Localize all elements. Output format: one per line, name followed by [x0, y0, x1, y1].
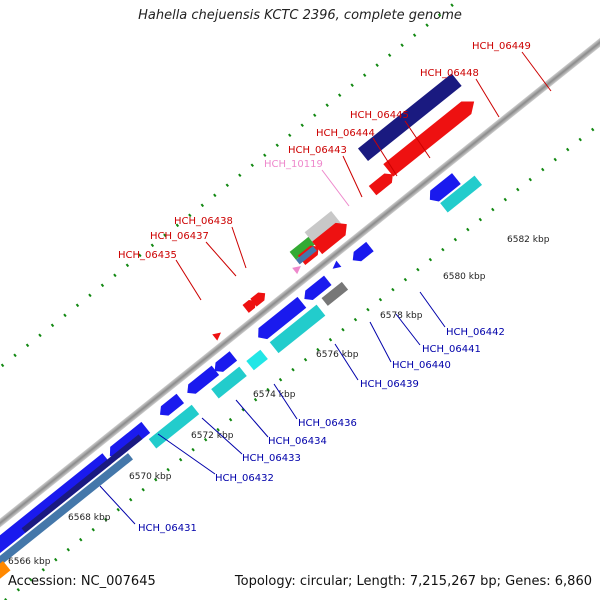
- leader-line: [201, 417, 243, 455]
- gene-arrow-HCH_06445[interactable]: [304, 210, 342, 245]
- forward-gene-labels: HCH_06449 HCH_06448 HCH_06445 HCH_06444 …: [118, 41, 552, 301]
- gene-arrow-HCH_06444[interactable]: [312, 218, 352, 255]
- gene-arrow-cyan-r[interactable]: [440, 175, 483, 213]
- leader-line: [157, 433, 216, 475]
- scale-label: 6570 kbp: [129, 472, 172, 482]
- scale-label: 6568 kbp: [68, 513, 111, 523]
- gene-label-HCH_06435[interactable]: HCH_06435: [118, 250, 177, 261]
- forward-genes-outer: [289, 73, 462, 260]
- gene-arrow-HCH_06434[interactable]: [184, 365, 220, 398]
- forward-genes-inner: [212, 95, 479, 341]
- leader-line: [404, 120, 431, 159]
- gene-arrow-green[interactable]: [289, 236, 315, 260]
- leader-line: [521, 51, 552, 92]
- leader-line: [235, 399, 269, 438]
- gene-label-HCH_06432[interactable]: HCH_06432: [215, 473, 274, 484]
- gene-label-HCH_06437[interactable]: HCH_06437: [150, 231, 209, 242]
- gene-label-HCH_06448[interactable]: HCH_06448: [420, 68, 479, 79]
- gene-label-HCH_06444[interactable]: HCH_06444: [316, 128, 375, 139]
- gene-arrow-orange[interactable]: [0, 561, 11, 583]
- scale-label: 6582 kbp: [507, 235, 550, 245]
- gene-arrow-HCH_06431[interactable]: [0, 453, 134, 579]
- gene-label-HCH_06441[interactable]: HCH_06441: [422, 344, 481, 355]
- reverse-genes-inner: [0, 173, 461, 575]
- gene-label-HCH_06434[interactable]: HCH_06434: [268, 436, 327, 447]
- gene-arrow-HCH_06436[interactable]: [156, 393, 185, 420]
- gene-arrow-HCH_06437[interactable]: [242, 297, 259, 313]
- gene-label-HCH_06442[interactable]: HCH_06442: [446, 327, 505, 338]
- scale-label: 6574 kbp: [253, 390, 296, 400]
- reverse-gene-labels: HCH_06442 HCH_06441 HCH_06440 HCH_06439 …: [99, 291, 505, 534]
- gene-label-HCH_10119[interactable]: HCH_10119: [264, 159, 323, 170]
- gene-label-HCH_06438[interactable]: HCH_06438: [174, 216, 233, 227]
- scale-label: 6580 kbp: [443, 272, 486, 282]
- accession-text: Accession: NC_007645: [8, 574, 156, 589]
- gene-label-HCH_06439[interactable]: HCH_06439: [360, 379, 419, 390]
- leader-line: [273, 383, 298, 420]
- gene-arrow-cyan-c[interactable]: [246, 349, 268, 371]
- leader-line: [205, 241, 237, 277]
- gene-arrow-HCH_10119[interactable]: [292, 263, 303, 275]
- gene-arrow-blue-1[interactable]: [0, 453, 112, 575]
- leader-line: [419, 291, 446, 328]
- gene-arrow-HCH_06439[interactable]: [254, 296, 307, 343]
- gene-arrow-HCH_06449[interactable]: [357, 73, 462, 161]
- gene-label-HCH_06440[interactable]: HCH_06440: [392, 360, 451, 371]
- leader-line: [372, 137, 398, 177]
- gene-arrow-HCH_06442[interactable]: [349, 241, 374, 265]
- gene-arrow-HCH_06432[interactable]: [148, 404, 200, 449]
- leader-line: [321, 169, 350, 207]
- scale-labels: 6566 kbp 6568 kbp 6570 kbp 6572 kbp 6574…: [8, 235, 550, 567]
- gene-label-HCH_06431[interactable]: HCH_06431: [138, 523, 197, 534]
- gene-arrow-blue-r[interactable]: [425, 173, 461, 205]
- gene-arrow-HCH_06433[interactable]: [211, 351, 238, 375]
- scale-label: 6576 kbp: [316, 350, 359, 360]
- leader-line: [99, 485, 136, 525]
- gene-label-HCH_06433[interactable]: HCH_06433: [242, 453, 301, 464]
- scale-label: 6572 kbp: [191, 431, 234, 441]
- leader-line: [342, 155, 363, 198]
- leader-line: [175, 259, 202, 301]
- gene-arrow-HCH_06440[interactable]: [301, 275, 332, 304]
- genome-backbone: [0, 0, 600, 574]
- leader-line: [395, 313, 421, 346]
- gene-label-HCH_06436[interactable]: HCH_06436: [298, 418, 357, 429]
- gene-arrow-steel[interactable]: [295, 245, 317, 265]
- gene-arrow-gray-r[interactable]: [321, 281, 349, 306]
- gene-arrow-cyan-b[interactable]: [211, 366, 247, 399]
- leader-line: [475, 78, 500, 118]
- scale-label: 6578 kbp: [380, 311, 423, 321]
- gene-arrow-blue-2[interactable]: [106, 421, 151, 462]
- scale-label: 6566 kbp: [8, 557, 51, 567]
- gene-arrow-HCH_06435[interactable]: [212, 329, 223, 341]
- gene-label-HCH_06445[interactable]: HCH_06445: [350, 110, 409, 121]
- leader-line: [231, 226, 247, 269]
- gene-arrow-HCH_06448[interactable]: [383, 95, 479, 177]
- leader-line: [369, 321, 392, 363]
- gene-arrow-navy-rev[interactable]: [21, 434, 143, 533]
- reverse-genes-outer: [0, 175, 483, 583]
- gene-arrow-cyan-d[interactable]: [269, 304, 326, 354]
- genome-title: Hahella chejuensis KCTC 2396, complete g…: [138, 8, 462, 23]
- gene-label-HCH_06449[interactable]: HCH_06449: [472, 41, 531, 52]
- gene-arrow-HCH_06441[interactable]: [330, 260, 342, 272]
- leader-line: [334, 343, 359, 381]
- genome-summary-text: Topology: circular; Length: 7,215,267 bp…: [234, 574, 592, 589]
- gene-label-HCH_06443[interactable]: HCH_06443: [288, 145, 347, 156]
- gene-arrow-red-a[interactable]: [368, 170, 397, 196]
